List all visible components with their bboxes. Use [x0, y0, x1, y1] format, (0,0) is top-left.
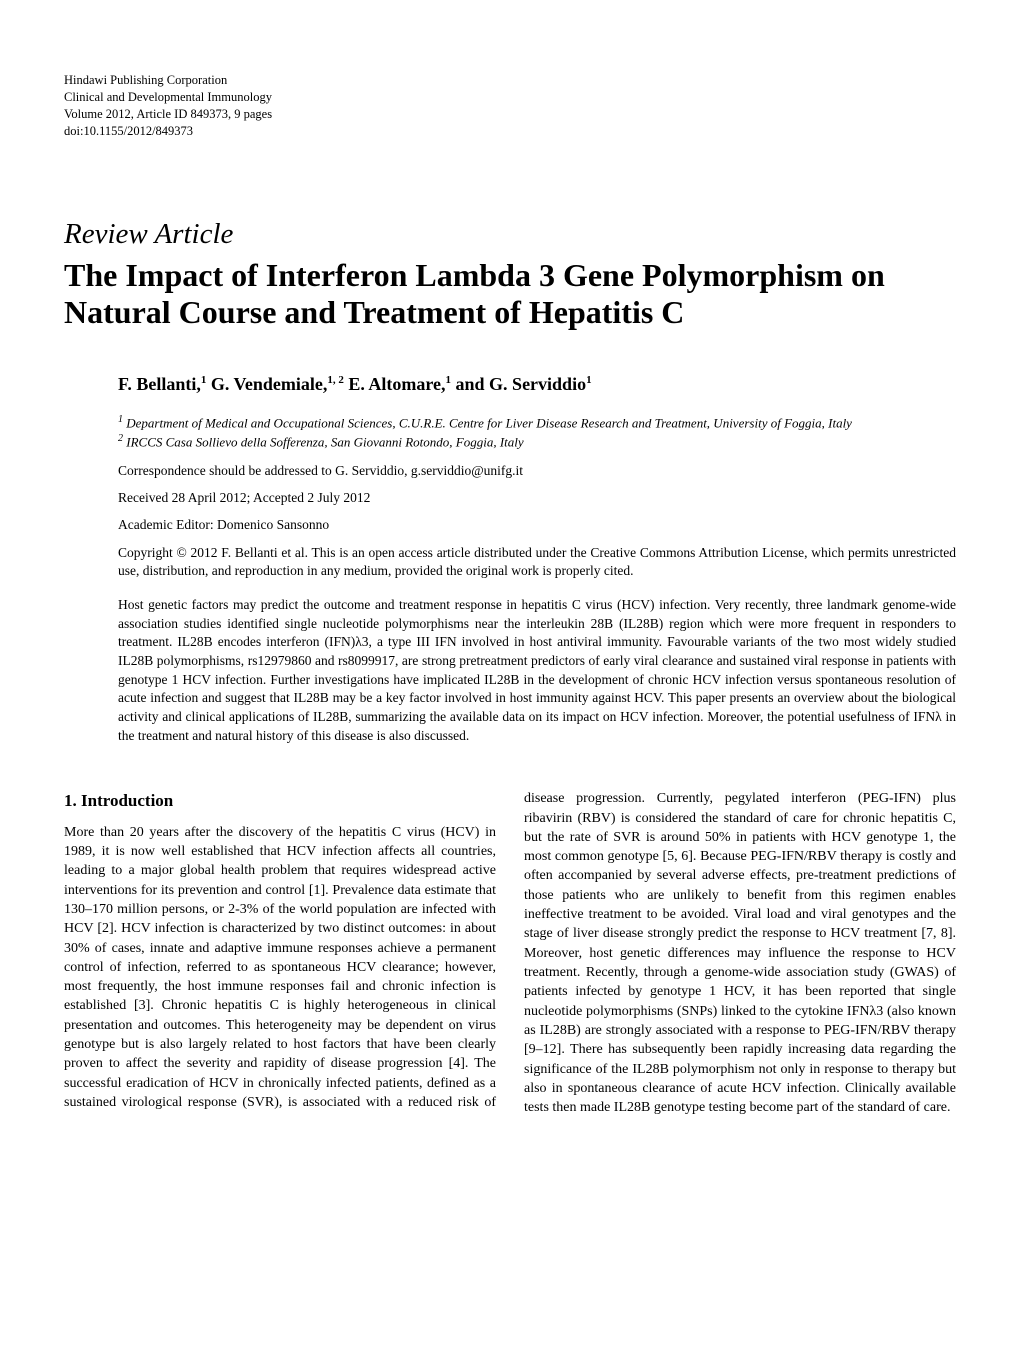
academic-editor: Academic Editor: Domenico Sansonno [118, 517, 956, 533]
body-columns: 1. Introduction More than 20 years after… [64, 789, 956, 1117]
article-dates: Received 28 April 2012; Accepted 2 July … [118, 490, 956, 506]
affil-text-1: Department of Medical and Occupational S… [126, 415, 852, 430]
correspondence: Correspondence should be addressed to G.… [118, 463, 956, 479]
article-title: The Impact of Interferon Lambda 3 Gene P… [64, 257, 956, 333]
copyright-notice: Copyright © 2012 F. Bellanti et al. This… [118, 544, 956, 580]
affiliations: 1 Department of Medical and Occupational… [118, 413, 956, 451]
abstract: Host genetic factors may predict the out… [118, 596, 956, 745]
affil-num-2: 2 [118, 433, 123, 444]
authors-line: F. Bellanti,1 G. Vendemiale,1, 2 E. Alto… [118, 374, 956, 395]
doi: doi:10.1155/2012/849373 [64, 123, 956, 140]
journal-name: Clinical and Developmental Immunology [64, 89, 956, 106]
publication-info: Hindawi Publishing Corporation Clinical … [64, 72, 956, 140]
affil-num-1: 1 [118, 414, 123, 425]
publisher: Hindawi Publishing Corporation [64, 72, 956, 89]
affil-text-2: IRCCS Casa Sollievo della Sofferenza, Sa… [126, 434, 523, 449]
correspondence-prefix: Correspondence should be addressed to G.… [118, 463, 411, 478]
article-type: Review Article [64, 218, 956, 251]
body-paragraph: More than 20 years after the discovery o… [64, 789, 956, 1117]
affiliation-2: 2 IRCCS Casa Sollievo della Sofferenza, … [118, 432, 956, 451]
correspondence-email[interactable]: g.serviddio@unifg.it [411, 463, 523, 478]
section-heading-introduction: 1. Introduction [64, 789, 496, 812]
affiliation-1: 1 Department of Medical and Occupational… [118, 413, 956, 432]
volume-line: Volume 2012, Article ID 849373, 9 pages [64, 106, 956, 123]
